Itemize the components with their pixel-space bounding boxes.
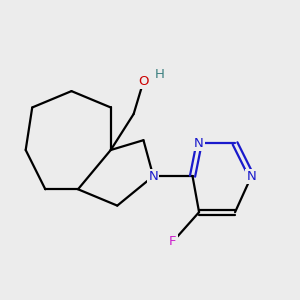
Text: H: H xyxy=(155,68,165,81)
Text: O: O xyxy=(138,75,149,88)
Text: N: N xyxy=(148,170,158,183)
Text: N: N xyxy=(247,170,256,183)
Text: F: F xyxy=(169,235,177,248)
Text: N: N xyxy=(194,137,204,150)
